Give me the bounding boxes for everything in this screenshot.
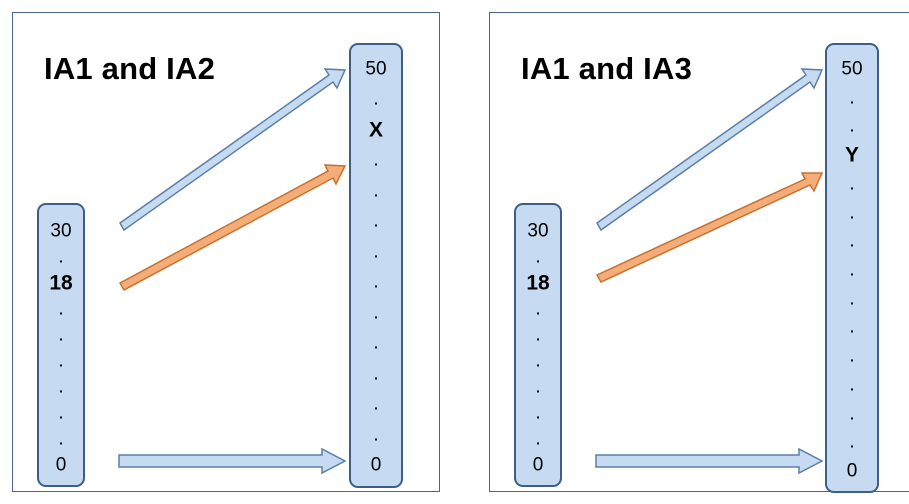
scale-label: 0 — [846, 460, 858, 482]
mapping-arrows — [118, 68, 347, 475]
scale-label: 30 — [527, 220, 549, 242]
scale-dot: . — [849, 374, 855, 396]
arrow-value-mapping — [118, 164, 347, 292]
scale-dot: . — [373, 363, 379, 385]
panel-title: IA1 and IA3 — [521, 51, 693, 86]
scale-dot: . — [535, 376, 541, 398]
scale-label: 18 — [526, 271, 550, 295]
panel-ia1-ia3: IA1 and IA3 30. 18...... 0 50.. Y..........… — [489, 12, 909, 493]
scale-dot: . — [535, 246, 541, 268]
scale-dot: . — [535, 298, 541, 320]
scale-label: 18 — [49, 271, 73, 295]
scale-dot: . — [373, 210, 379, 232]
scale-label: 0 — [532, 454, 544, 476]
scale-dot: . — [58, 402, 64, 424]
scale-dot: . — [373, 149, 379, 171]
arrow-max-mapping — [596, 68, 824, 232]
scale-dot: . — [849, 230, 855, 252]
scale-dot: . — [373, 332, 379, 354]
scale-dot: . — [373, 88, 379, 110]
panel-title: IA1 and IA2 — [44, 51, 216, 86]
scale-label: 30 — [50, 220, 72, 242]
source-scale: 30. 18...... 0 — [514, 203, 562, 487]
scale-dot: . — [58, 298, 64, 320]
scale-label: 50 — [841, 58, 863, 80]
arrow-max-mapping — [119, 68, 347, 232]
scale-dot: . — [849, 202, 855, 224]
scale-dot: . — [58, 350, 64, 372]
scale-dot: . — [849, 345, 855, 367]
scale-dot: . — [535, 402, 541, 424]
mapping-arrows — [595, 68, 824, 475]
arrow-value-mapping — [595, 172, 824, 283]
scale-dot: . — [849, 316, 855, 338]
panel-ia1-ia2: IA1 and IA2 30. 18...... 0 50. X.......... 0 — [12, 12, 440, 492]
scale-label: X — [368, 118, 383, 142]
target-scale: 50.. Y.......... 0 — [825, 43, 879, 493]
scale-dot: . — [373, 271, 379, 293]
scale-dot: . — [373, 393, 379, 415]
scale-dot: . — [535, 324, 541, 346]
scale-label: 50 — [365, 58, 387, 80]
scale-dot: . — [849, 173, 855, 195]
scale-dot: . — [58, 246, 64, 268]
scale-dot: . — [58, 376, 64, 398]
scale-dot: . — [373, 424, 379, 446]
scale-dot: . — [849, 115, 855, 137]
scale-dot: . — [849, 431, 855, 453]
scale-label: 0 — [370, 454, 382, 476]
source-scale: 30. 18...... 0 — [37, 203, 85, 487]
scale-dot: . — [535, 350, 541, 372]
arrow-min-mapping — [595, 447, 824, 475]
scale-dot: . — [849, 87, 855, 109]
scale-label: 0 — [55, 454, 67, 476]
scale-dot: . — [373, 241, 379, 263]
scale-dot: . — [58, 324, 64, 346]
arrow-min-mapping — [118, 447, 347, 475]
scale-dot: . — [373, 302, 379, 324]
scale-dot: . — [58, 428, 64, 450]
target-scale: 50. X.......... 0 — [349, 43, 403, 488]
scale-dot: . — [849, 259, 855, 281]
scale-label: Y — [844, 143, 859, 167]
scale-dot: . — [849, 403, 855, 425]
scale-dot: . — [535, 428, 541, 450]
scale-dot: . — [849, 288, 855, 310]
scale-dot: . — [373, 180, 379, 202]
